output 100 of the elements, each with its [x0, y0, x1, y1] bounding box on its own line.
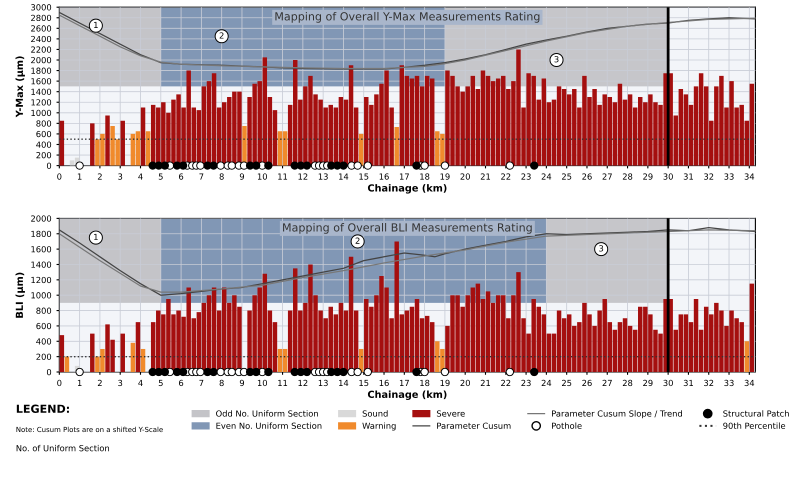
- x-tick-label: 10: [258, 173, 268, 180]
- bar: [60, 120, 64, 166]
- x-tick-label: 5: [158, 380, 163, 386]
- y-tick-label: 600: [36, 322, 52, 330]
- y-tick-label: 1000: [31, 110, 52, 116]
- x-tick-label: 0: [57, 173, 62, 180]
- y-tick-label: 600: [36, 130, 52, 138]
- y-tick-label: 200: [36, 354, 52, 360]
- x-tick-label: 26: [582, 173, 592, 180]
- y-tick-label: 400: [36, 338, 52, 345]
- y-tick-label: 200: [36, 152, 52, 158]
- x-tick-label: 17: [400, 380, 409, 386]
- x-tick-label: 16: [380, 173, 389, 180]
- bar: [146, 131, 150, 166]
- bar: [130, 342, 136, 372]
- legend-label: Sound: [362, 410, 388, 417]
- x-tick-label: 19: [440, 380, 450, 386]
- legend-label: Warning: [362, 422, 396, 431]
- y-tick-label: 400: [36, 141, 52, 148]
- x-tick-label: 22: [501, 173, 510, 180]
- x-tick-label: 31: [684, 173, 693, 180]
- x-tick-label: 14: [339, 173, 348, 180]
- y-axis-title: BLI (µm): [16, 272, 25, 318]
- x-tick-label: 5: [158, 173, 163, 180]
- x-tick-label: 3: [118, 380, 122, 386]
- x-tick-label: 7: [199, 173, 204, 180]
- x-tick-label: 4: [138, 173, 143, 180]
- x-tick-label: 0: [57, 380, 62, 386]
- y-tick-label: 1000: [31, 292, 52, 298]
- bar: [394, 127, 399, 166]
- x-tick-label: 17: [400, 173, 409, 180]
- legend-label: Odd No. Uniform Section: [216, 410, 318, 417]
- y-tick-label: 1600: [31, 78, 52, 84]
- x-tick-label: 12: [298, 173, 308, 180]
- bar: [90, 334, 95, 372]
- x-tick-label: 8: [220, 380, 224, 386]
- x-tick-label: 15: [359, 380, 368, 386]
- annotation: 2: [356, 238, 360, 244]
- x-axis-title: Chainage (km): [368, 390, 446, 400]
- bar: [120, 120, 125, 166]
- x-tick-label: 24: [542, 380, 552, 386]
- x-tick-label: 18: [420, 173, 430, 180]
- y-tick-label: 1400: [31, 261, 52, 268]
- x-tick-label: 26: [582, 380, 592, 386]
- x-tick-label: 2: [98, 173, 102, 180]
- y-tick-label: 1800: [31, 230, 52, 238]
- x-tick-label: 6: [179, 173, 184, 180]
- x-tick-label: 25: [562, 173, 572, 180]
- legend-label: Structural Patch: [723, 410, 789, 417]
- x-tick-label: 34: [744, 380, 754, 386]
- bar: [136, 322, 140, 372]
- x-tick-label: 15: [359, 173, 368, 180]
- x-tick-label: 2: [98, 380, 102, 386]
- x-axis-title: Chainage (km): [368, 184, 446, 194]
- y-tick-label: 800: [36, 308, 52, 314]
- x-tick-label: 4: [138, 380, 143, 386]
- bar: [64, 356, 70, 372]
- x-tick-label: 13: [318, 380, 328, 386]
- x-tick-label: 9: [240, 173, 244, 180]
- chart-title: Mapping of Overall Y-Max Measurements Rating: [275, 12, 540, 23]
- x-tick-label: 16: [380, 380, 389, 386]
- chart-title: Mapping of Overall BLI Measurements Rating: [283, 223, 532, 234]
- bar: [744, 341, 750, 372]
- x-tick-label: 18: [420, 380, 430, 386]
- x-tick-label: 29: [643, 173, 653, 180]
- x-tick-label: 7: [199, 380, 204, 386]
- legend-label: Severe: [436, 410, 465, 417]
- x-tick-label: 10: [258, 380, 268, 386]
- x-tick-label: 33: [724, 380, 734, 386]
- text: No. of Uniform Section: [16, 444, 110, 452]
- x-tick-label: 25: [562, 380, 572, 386]
- x-tick-label: 28: [622, 173, 632, 180]
- x-tick-label: 13: [318, 173, 328, 180]
- x-tick-label: 33: [724, 173, 734, 180]
- x-tick-label: 11: [278, 173, 288, 180]
- x-tick-label: 1: [78, 173, 82, 180]
- x-tick-label: 32: [704, 380, 714, 386]
- x-tick-label: 9: [240, 380, 244, 386]
- annotation: 3: [599, 245, 604, 252]
- annotation: 3: [554, 56, 559, 62]
- y-tick-label: 2800: [31, 14, 52, 22]
- x-tick-label: 32: [704, 173, 714, 180]
- bar: [105, 115, 110, 166]
- legend-label: Pothole: [552, 422, 582, 429]
- y-tick-label: 0: [46, 368, 52, 376]
- legend-label: 90th Percentile: [723, 422, 786, 429]
- x-tick-label: 34: [744, 173, 754, 180]
- bar: [750, 284, 754, 372]
- y-tick-label: 2400: [31, 36, 52, 42]
- x-tick-label: 31: [684, 380, 693, 386]
- x-tick-label: 27: [602, 380, 612, 386]
- text: LEGEND:: [16, 404, 69, 413]
- bar: [140, 108, 146, 166]
- bar: [90, 123, 95, 166]
- legend-label: Parameter Cusum: [437, 422, 510, 429]
- y-tick-label: 1200: [31, 276, 52, 284]
- annotation: 2: [220, 32, 224, 39]
- y-tick-label: 0: [46, 162, 52, 169]
- y-tick-label: 2000: [31, 215, 52, 222]
- annotation: 1: [94, 234, 98, 240]
